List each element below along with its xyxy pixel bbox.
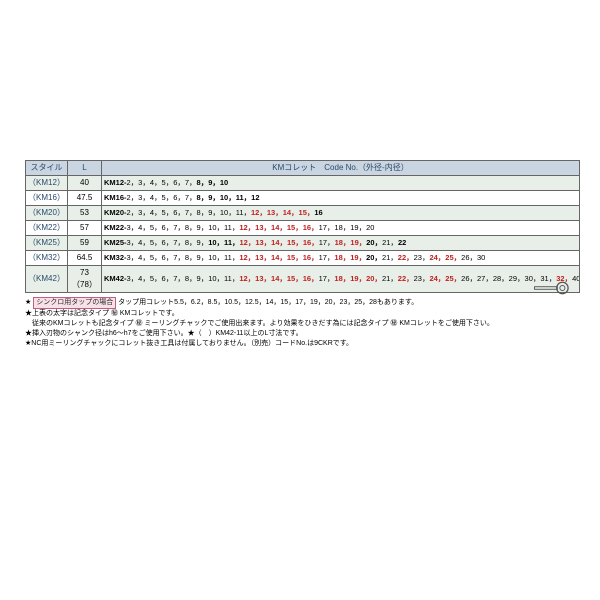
km-collet-table: スタイル L KMコレット Code No.（外径-内径） （KM12）40KM…	[25, 160, 580, 293]
footnotes: ★ シンクロ用タップの場合 タップ用コレット5.5，6.2，8.5，10.5，1…	[25, 297, 580, 349]
style-cell: （KM25）	[26, 236, 68, 251]
note-4: ★挿入刃物のシャンク径はh6〜h7をご使用下さい。★（ ）KM42-11以上のL…	[25, 329, 580, 339]
table-row: （KM32）64.5KM32-3，4，5，6，7，8，9，10，11，12，13…	[26, 251, 580, 266]
table-row: （KM42）73（78）KM42-3，4，5，6，7，8，9，10，11，12，…	[26, 266, 580, 293]
l-cell: 59	[68, 236, 102, 251]
table-row: （KM20）53KM20-2，3，4，5，6，7，8，9，10，11，12，13…	[26, 206, 580, 221]
l-cell: 40	[68, 176, 102, 191]
l-cell: 47.5	[68, 191, 102, 206]
table-row: （KM12）40KM12-2，3，4，5，6，7，8，9，10	[26, 176, 580, 191]
wrench-icon	[532, 278, 570, 300]
l-cell: 64.5	[68, 251, 102, 266]
l-cell: 53	[68, 206, 102, 221]
code-cell: KM20-2，3，4，5，6，7，8，9，10，11，12，13，14，15，1…	[102, 206, 580, 221]
table-row: （KM22）57KM22-3，4，5，6，7，8，9，10，11，12，13，1…	[26, 221, 580, 236]
table-row: （KM25）59KM25-3，4，5，6，7，8，9，10，11，12，13，1…	[26, 236, 580, 251]
style-cell: （KM32）	[26, 251, 68, 266]
code-cell: KM12-2，3，4，5，6，7，8，9，10	[102, 176, 580, 191]
synchro-tag: シンクロ用タップの場合	[33, 297, 116, 309]
note-2: ★上表の太字は記念タイプ ㊙ KMコレットです。	[25, 309, 580, 319]
table-row: （KM16）47.5KM16-2，3，4，5，6，7，8，9，10，11，12	[26, 191, 580, 206]
style-cell: （KM16）	[26, 191, 68, 206]
header-l: L	[68, 161, 102, 176]
code-cell: KM22-3，4，5，6，7，8，9，10，11，12，13，14，15，16，…	[102, 221, 580, 236]
note-3: 従来のKMコレットも記念タイプ ㊙ ミーリングチャックでご使用出来ます。より効果…	[25, 319, 580, 329]
note-5: ★NC用ミーリングチャックにコレット抜き工具は付属しておりません。（別売）コード…	[25, 339, 580, 349]
style-cell: （KM22）	[26, 221, 68, 236]
header-code: KMコレット Code No.（外径-内径）	[102, 161, 580, 176]
style-cell: （KM20）	[26, 206, 68, 221]
code-cell: KM42-3，4，5，6，7，8，9，10，11，12，13，14，15，16，…	[102, 266, 580, 293]
code-cell: KM16-2，3，4，5，6，7，8，9，10，11，12	[102, 191, 580, 206]
style-cell: （KM12）	[26, 176, 68, 191]
code-cell: KM32-3，4，5，6，7，8，9，10，11，12，13，14，15，16，…	[102, 251, 580, 266]
l-cell: 57	[68, 221, 102, 236]
header-row: スタイル L KMコレット Code No.（外径-内径）	[26, 161, 580, 176]
note-1: ★ シンクロ用タップの場合 タップ用コレット5.5，6.2，8.5，10.5，1…	[25, 297, 580, 309]
style-cell: （KM42）	[26, 266, 68, 293]
code-cell: KM25-3，4，5，6，7，8，9，10，11，12，13，14，15，16，…	[102, 236, 580, 251]
header-style: スタイル	[26, 161, 68, 176]
l-cell: 73（78）	[68, 266, 102, 293]
